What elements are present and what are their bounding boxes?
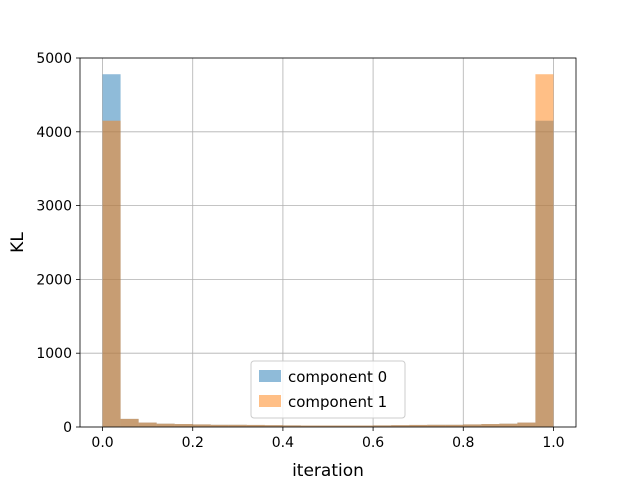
x-axis-label: iteration — [292, 461, 364, 480]
x-axis-ticks: 0.0 0.2 0.4 0.6 0.8 1.0 — [91, 427, 565, 451]
histogram-bar — [355, 425, 374, 427]
y-tick-label: 5000 — [36, 51, 72, 67]
histogram-bar — [499, 423, 518, 427]
legend-label: component 1 — [288, 393, 387, 411]
histogram-bar — [102, 120, 121, 427]
histogram-bar — [282, 425, 301, 427]
x-tick-label: 0.6 — [362, 435, 384, 451]
histogram-bar — [535, 74, 554, 428]
y-axis-ticks: 0 1000 2000 3000 4000 5000 — [36, 51, 80, 436]
legend-label: component 0 — [288, 368, 387, 386]
histogram-bar — [427, 424, 446, 427]
histogram-bar — [481, 424, 500, 427]
histogram-bar — [318, 425, 338, 427]
x-tick-label: 0.8 — [452, 435, 474, 451]
x-tick-label: 0.0 — [91, 435, 113, 451]
histogram-bar — [517, 422, 536, 427]
x-tick-label: 0.4 — [272, 435, 294, 451]
x-tick-label: 1.0 — [542, 435, 564, 451]
legend-swatch — [259, 370, 281, 382]
histogram-bar — [337, 425, 356, 427]
histogram-bars — [102, 74, 554, 428]
histogram-bar — [138, 422, 157, 427]
histogram-bar — [409, 424, 428, 427]
x-tick-label: 0.2 — [182, 435, 204, 451]
legend: component 0 component 1 — [250, 360, 406, 419]
histogram-bar — [391, 425, 410, 427]
histogram-bar — [463, 424, 482, 427]
y-tick-label: 3000 — [36, 199, 72, 215]
histogram-bar — [210, 424, 229, 427]
y-tick-label: 0 — [63, 420, 72, 436]
y-tick-label: 2000 — [36, 272, 72, 288]
histogram-bar — [228, 424, 247, 427]
y-tick-label: 1000 — [36, 346, 72, 362]
series-1-bars — [102, 74, 554, 428]
y-tick-label: 4000 — [36, 125, 72, 141]
histogram-bar — [373, 425, 392, 427]
plot-area-frame — [79, 57, 577, 428]
histogram-bar — [192, 424, 211, 427]
legend-swatch — [259, 395, 281, 407]
y-axis-label: KL — [8, 232, 28, 253]
histogram-bar — [174, 424, 193, 427]
histogram-bar — [156, 423, 175, 427]
legend-box — [250, 360, 406, 419]
histogram-bar — [246, 424, 265, 427]
histogram-bar — [300, 425, 319, 427]
histogram-bar — [120, 418, 139, 427]
histogram-bar — [445, 424, 464, 427]
histogram-bar — [264, 425, 283, 427]
